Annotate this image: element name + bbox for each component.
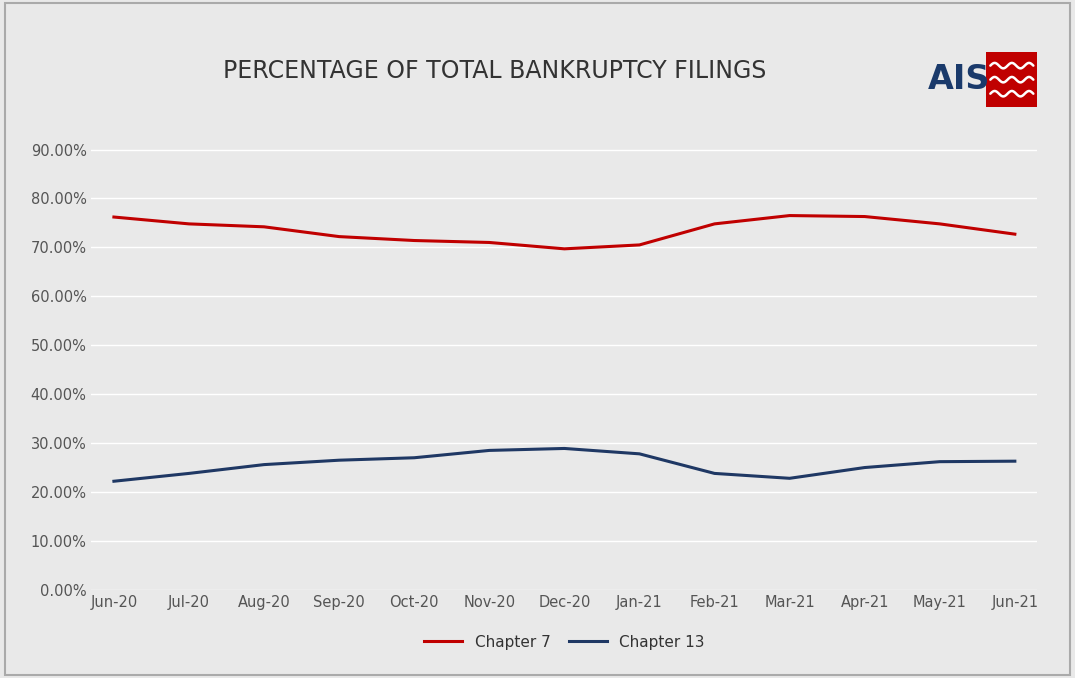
Text: PERCENTAGE OF TOTAL BANKRUPTCY FILINGS: PERCENTAGE OF TOTAL BANKRUPTCY FILINGS bbox=[223, 59, 766, 83]
Legend: Chapter 7, Chapter 13: Chapter 7, Chapter 13 bbox=[418, 629, 711, 656]
Bar bbox=[987, 52, 1037, 107]
Text: AIS: AIS bbox=[928, 63, 991, 96]
